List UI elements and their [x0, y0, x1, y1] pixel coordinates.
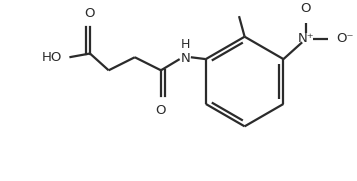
Text: HO: HO — [41, 51, 62, 64]
Text: O: O — [156, 104, 166, 117]
Text: H: H — [181, 38, 190, 51]
Text: O: O — [301, 2, 311, 15]
Text: O: O — [85, 7, 95, 20]
Text: O⁻: O⁻ — [337, 32, 354, 45]
Text: N: N — [180, 52, 190, 65]
Text: N⁺: N⁺ — [297, 32, 314, 45]
